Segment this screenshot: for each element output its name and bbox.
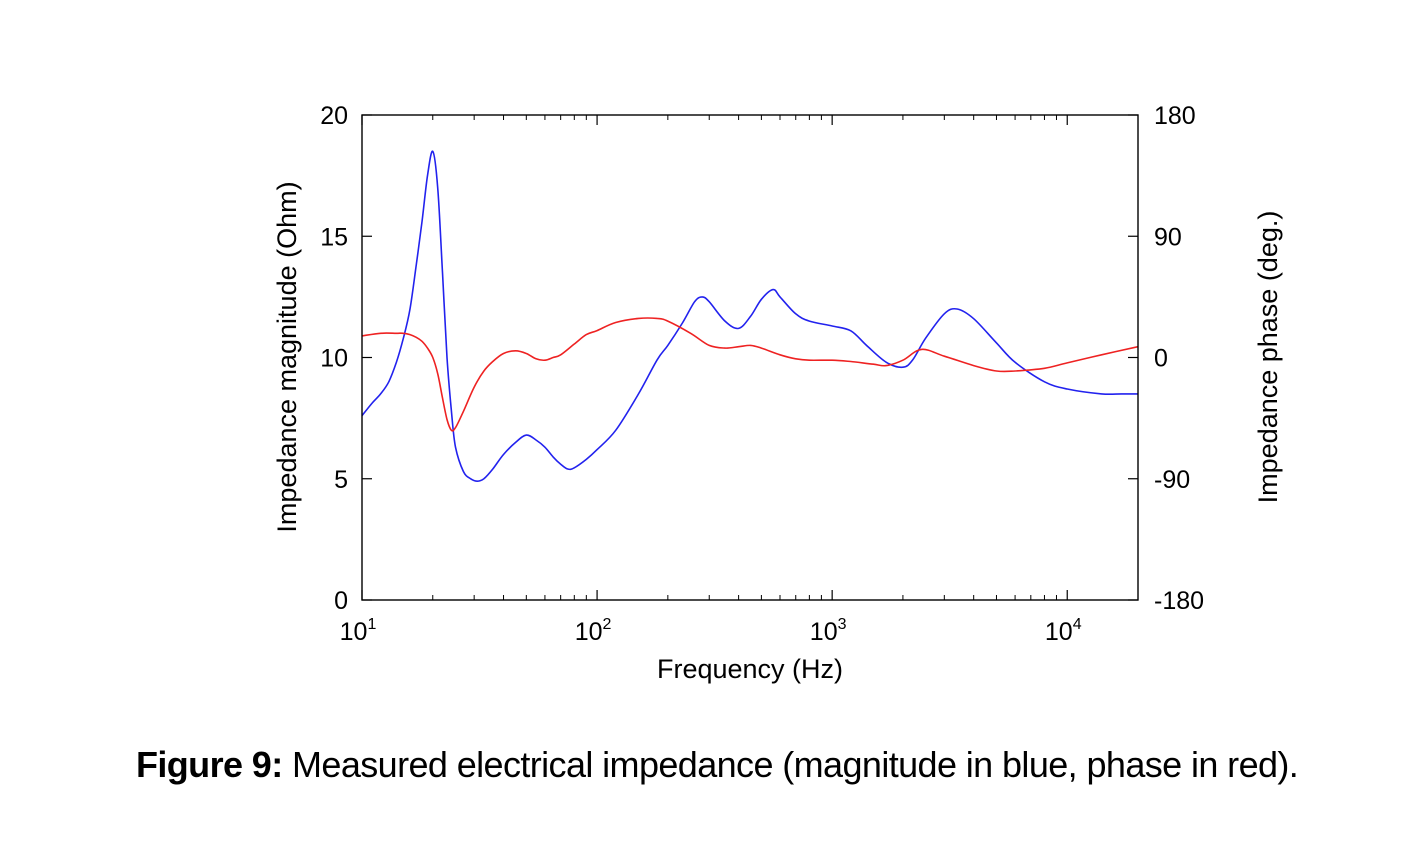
y-left-tick-label: 20 — [320, 102, 348, 130]
y-right-tick-label: 180 — [1154, 102, 1196, 130]
y-axis-title-right: Impedance phase (deg.) — [1253, 211, 1283, 504]
y-right-tick-label: -90 — [1154, 466, 1190, 494]
y-left-tick-label: 15 — [320, 223, 348, 251]
plot-area — [361, 150, 1139, 482]
y-right-tick-label: 0 — [1154, 345, 1168, 373]
y-right-tick-label: 90 — [1154, 223, 1182, 251]
y-axis-title-left: Impedance magnitude (Ohm) — [272, 181, 302, 532]
magnitude-series-line — [361, 150, 1138, 482]
x-tick-label: 104 — [1045, 616, 1082, 646]
x-tick-label: 101 — [340, 616, 377, 646]
caption-label: Figure 9: — [136, 744, 283, 785]
caption-text: Measured electrical impedance (magnitude… — [282, 744, 1299, 785]
y-left-tick-label: 10 — [320, 345, 348, 373]
x-axis-title: Frequency (Hz) — [657, 654, 843, 684]
x-tick-label: 103 — [810, 616, 847, 646]
y-left-tick-label: 5 — [334, 466, 348, 494]
axes-ticks: 101 102 103 104 0 5 10 15 20 -180 -90 0 90 180 — [320, 102, 1204, 646]
x-tick-label: 102 — [575, 616, 612, 646]
plot-frame — [361, 114, 1139, 601]
phase-series-line — [361, 317, 1139, 432]
figure-caption: Figure 9: Measured electrical impedance … — [136, 744, 1406, 786]
y-right-tick-label: -180 — [1154, 587, 1204, 615]
y-left-tick-label: 0 — [334, 587, 348, 615]
